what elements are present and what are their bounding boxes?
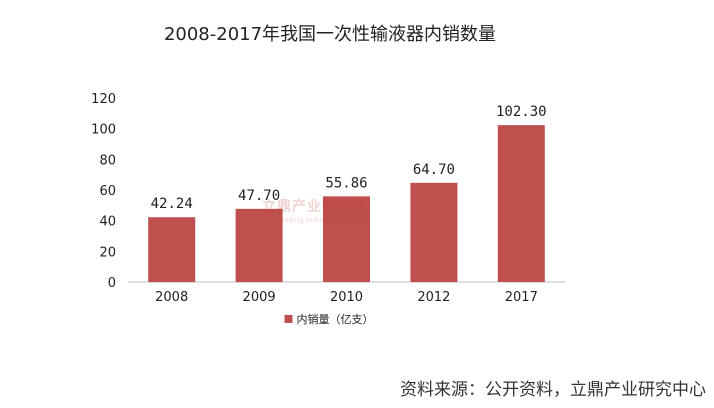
data-label: 42.24 <box>151 196 193 212</box>
data-label: 55.86 <box>325 175 367 191</box>
y-tick-label: 20 <box>99 245 116 260</box>
x-tick-label: 2008 <box>155 290 188 305</box>
bar-2010 <box>323 196 370 282</box>
source-note: 资料来源：公开资料，立鼎产业研究中心 <box>400 380 706 400</box>
chart-area: 0 20 40 60 80 100 120 42.24 2008 47.70 2009 55.86 20… <box>80 78 580 333</box>
x-tick-label: 2017 <box>505 290 538 305</box>
data-label: 102.30 <box>496 104 547 120</box>
bar-2012 <box>410 182 458 282</box>
y-tick-label: 120 <box>91 92 116 107</box>
legend-label: 内销量（亿支） <box>297 312 374 326</box>
y-tick-label: 60 <box>99 184 116 199</box>
x-tick-label: 2009 <box>243 290 276 305</box>
chart-title: 2008-2017年我国一次性输液器内销数量 <box>163 24 497 45</box>
x-tick-label: 2012 <box>417 290 450 305</box>
legend-swatch <box>284 315 293 323</box>
bar-2008 <box>148 217 196 282</box>
y-tick-label: 100 <box>91 123 116 138</box>
y-tick-label: 40 <box>99 215 116 230</box>
x-tick-label: 2010 <box>330 290 363 305</box>
bar-2009 <box>235 208 283 282</box>
data-label: 64.70 <box>413 162 455 178</box>
y-tick-label: 0 <box>108 276 116 291</box>
data-label: 47.70 <box>238 188 280 204</box>
bar-2017 <box>497 125 545 282</box>
bar-chart: 0 20 40 60 80 100 120 42.24 2008 47.70 2009 55.86 20… <box>91 92 565 326</box>
y-tick-label: 80 <box>99 153 116 168</box>
